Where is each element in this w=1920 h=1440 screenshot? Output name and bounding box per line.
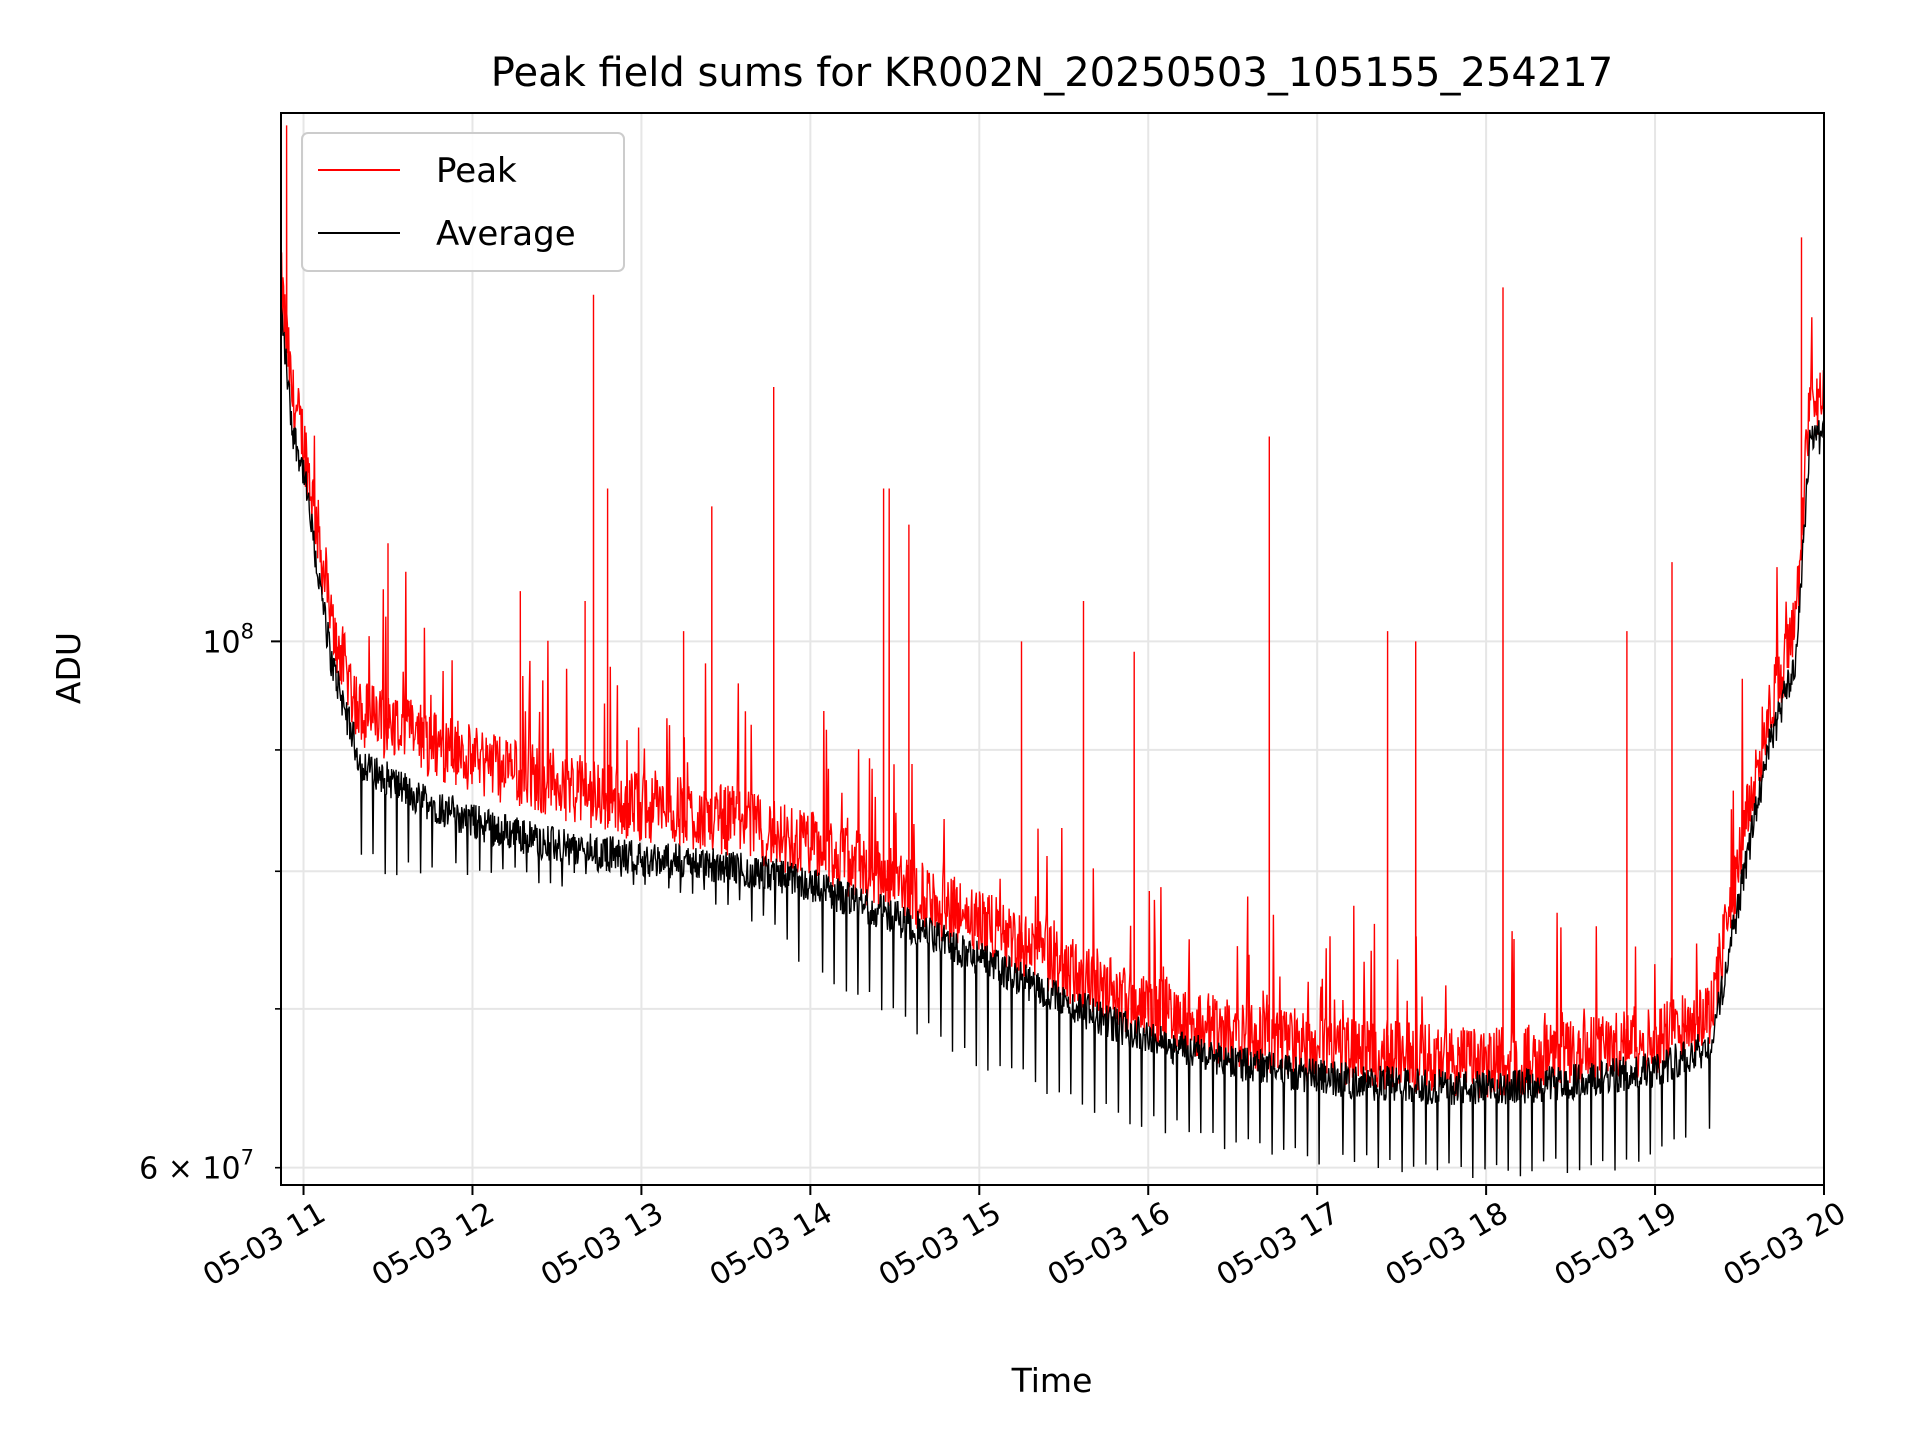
series-line-peak (280, 125, 1825, 1099)
y-tick-label-6e7: 6 × 107 (139, 1146, 254, 1187)
x-axis-title: Time (1011, 1361, 1093, 1400)
series-line-average (280, 304, 1825, 1179)
legend-box (301, 132, 625, 272)
legend-peak-label: Peak (436, 151, 517, 191)
plot-frame (280, 112, 1825, 1186)
legend: Peak Average (301, 132, 625, 272)
plot-series-group (280, 125, 1825, 1179)
y-axis-title: ADU (49, 632, 88, 704)
chart-title: Peak field sums for KR002N_20250503_1051… (491, 50, 1613, 96)
legend-average-label: Average (436, 214, 576, 254)
